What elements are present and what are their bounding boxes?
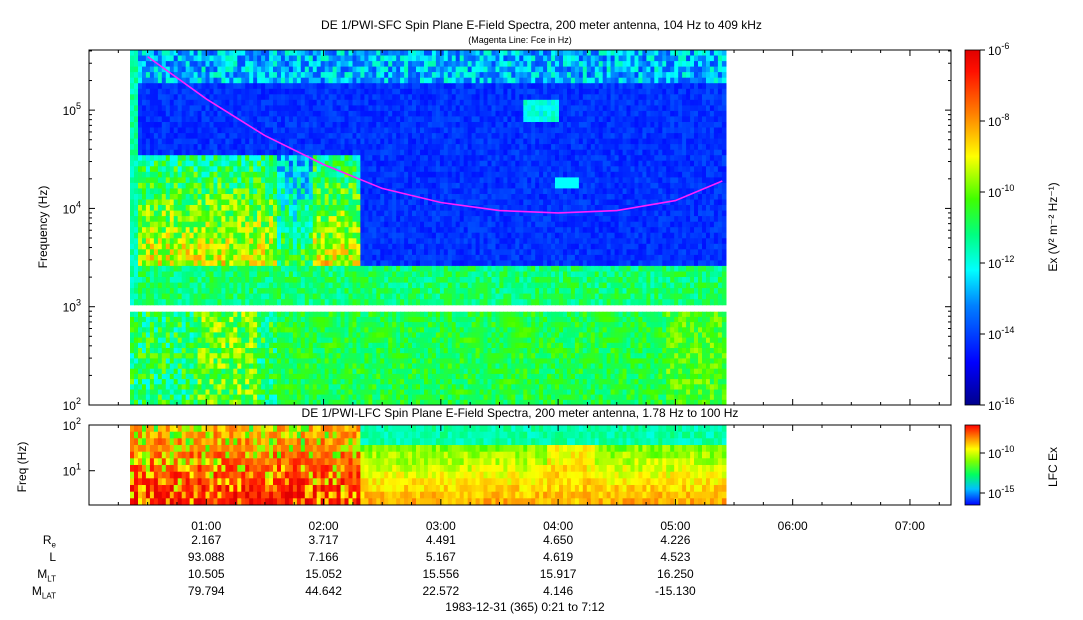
lfc-colorbar-tick: 10-10 — [988, 444, 1014, 461]
ephemeris-value: 5.167 — [425, 550, 456, 564]
ephemeris-value: 44.642 — [305, 584, 342, 598]
sfc-ytick-label: 104 — [63, 199, 81, 216]
ephemeris-value: 4.619 — [543, 550, 574, 564]
sfc-colorbar-tick: 10-8 — [988, 112, 1009, 129]
ephemeris-row-label: Re — [42, 533, 56, 550]
axes: 102 103 104 105 101 102 01:00 02:00 03:00 04:00 05… — [63, 50, 951, 533]
sfc-colorbar-label: Ex (V² m⁻² Hz⁻¹) — [1046, 182, 1060, 272]
sfc-colorbar-tick: 10-10 — [988, 183, 1014, 200]
time-tick-label: 07:00 — [895, 519, 925, 533]
time-tick-label: 06:00 — [778, 519, 808, 533]
ephemeris-value: 16.250 — [657, 567, 694, 581]
sfc-ylabel: Frequency (Hz) — [36, 185, 50, 269]
lfc-colorbar — [964, 424, 981, 506]
lfc-colorbar-label: LFC Ex — [1046, 447, 1060, 488]
colorbar-ticks: 10-6 10-8 10-10 10-12 10-14 10-16 10-10 10-15 — [980, 41, 1014, 501]
ephemeris-value: 3.717 — [308, 533, 339, 547]
ephemeris-value: 10.505 — [187, 567, 225, 581]
ephemeris-value: 4.523 — [660, 550, 691, 564]
fce-polyline — [147, 55, 723, 214]
ephemeris-value: 7.166 — [308, 550, 339, 564]
lfc-spectrogram — [130, 425, 727, 505]
ephemeris-value: 15.052 — [305, 567, 342, 581]
ephemeris-row-label: MLAT — [31, 584, 56, 601]
time-tick-label: 04:00 — [543, 519, 573, 533]
sfc-ytick-label: 102 — [63, 396, 81, 413]
time-range-footer: 1983-12-31 (365) 0:21 to 7:12 — [445, 600, 605, 614]
time-tick-label: 02:00 — [309, 519, 339, 533]
ephemeris-value: 93.088 — [187, 550, 225, 564]
ephemeris-value: 4.491 — [425, 533, 456, 547]
sfc-colorbar-tick: 10-6 — [988, 41, 1009, 58]
ephemeris-value: 4.650 — [543, 533, 574, 547]
sfc-colorbar — [964, 49, 981, 406]
time-tick-label: 03:00 — [426, 519, 456, 533]
ephemeris-value: 2.167 — [191, 533, 222, 547]
sfc-ytick-label: 103 — [63, 298, 81, 315]
ephemeris-row-label: L — [49, 550, 56, 564]
sfc-subtitle: (Magenta Line: Fce in Hz) — [468, 35, 572, 45]
ephemeris-value: -15.130 — [655, 584, 696, 598]
sfc-ytick-label: 105 — [63, 101, 81, 118]
lfc-title: DE 1/PWI-LFC Spin Plane E-Field Spectra,… — [301, 406, 739, 420]
ephemeris-value: 4.226 — [660, 533, 691, 547]
lfc-ytick-label: 102 — [63, 416, 81, 433]
sfc-colorbar-tick: 10-16 — [988, 396, 1014, 413]
lfc-ylabel: Freq (Hz) — [15, 441, 29, 493]
time-tick-label: 01:00 — [191, 519, 221, 533]
sfc-title: DE 1/PWI-SFC Spin Plane E-Field Spectra,… — [321, 18, 762, 32]
ephemeris-value: 4.146 — [543, 584, 574, 598]
sfc-plot-frame — [88, 49, 952, 406]
ephemeris-value: 79.794 — [187, 584, 225, 598]
ephemeris-value: 22.572 — [422, 584, 460, 598]
lfc-colorbar-tick: 10-15 — [988, 484, 1014, 501]
sfc-colorbar-tick: 10-14 — [988, 325, 1014, 342]
lfc-plot-frame — [88, 424, 952, 506]
time-tick-label: 05:00 — [660, 519, 690, 533]
lfc-ytick-label: 101 — [63, 462, 81, 479]
ephemeris-value: 15.917 — [539, 567, 577, 581]
ephemeris-value: 15.556 — [422, 567, 460, 581]
sfc-spectrogram — [130, 50, 727, 405]
ephemeris-row-label: MLT — [37, 567, 56, 584]
fce-line — [147, 55, 723, 214]
sfc-colorbar-tick: 10-12 — [988, 254, 1014, 271]
